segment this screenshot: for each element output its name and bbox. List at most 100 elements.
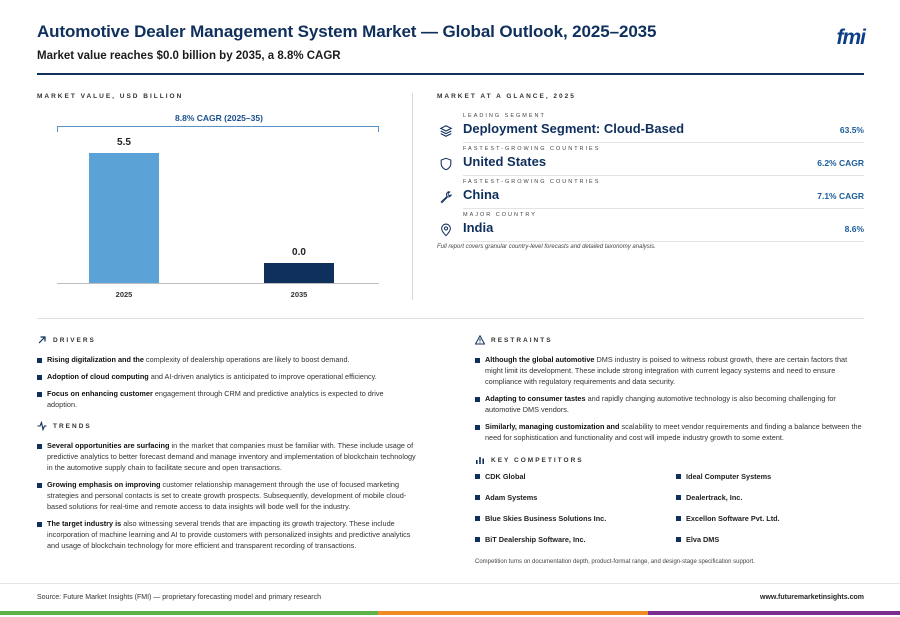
glance-metric: 7.1% CAGR — [817, 191, 864, 201]
restraints-section: RESTRAINTS Although the global automotiv… — [475, 334, 865, 449]
report-header: Automotive Dealer Management System Mark… — [37, 22, 866, 62]
footer-color-bar — [0, 611, 900, 615]
bar-chart-icon — [476, 457, 484, 464]
list-item: Focus on enhancing customer engagement t… — [37, 388, 407, 410]
competitors-header: KEY COMPETITORS — [475, 454, 865, 466]
footer-bar-orange — [378, 611, 648, 615]
page-subtitle: Market value reaches $0.0 billion by 203… — [37, 50, 341, 62]
cagr-bracket — [57, 126, 379, 132]
footer-divider — [0, 583, 900, 584]
map-pin-icon — [441, 223, 451, 237]
item-bold: Adoption of cloud computing — [47, 372, 149, 381]
item-bold: Several opportunities are surfacing — [47, 441, 170, 450]
item-text: and AI-driven analytics is anticipated t… — [148, 372, 377, 381]
glance-row-major-country: MAJOR COUNTRY India 8.6% — [437, 212, 864, 242]
competitor-item: CDK Global — [475, 472, 526, 481]
item-text: in the market that companies must be fam… — [47, 441, 416, 472]
list-item: Several opportunities are surfacing in t… — [37, 440, 422, 473]
glance-rule — [463, 208, 864, 209]
trends-list: Several opportunities are surfacing in t… — [37, 440, 422, 551]
bar-value-label: 0.0 — [292, 247, 306, 258]
bar-value-label: 5.5 — [117, 137, 131, 148]
bar-category-label: 2035 — [290, 290, 308, 299]
chart-baseline — [57, 283, 379, 284]
header-divider — [37, 73, 864, 75]
mid-divider — [37, 318, 864, 319]
section-divider — [412, 93, 413, 300]
competitor-item: Blue Skies Business Solutions Inc. — [475, 514, 606, 523]
wrench-icon — [440, 191, 452, 204]
shield-icon — [440, 157, 452, 171]
glance-note: Full report covers granular country-leve… — [437, 244, 656, 250]
footer-source: Source: Future Market Insights (FMI) — p… — [37, 594, 321, 601]
drivers-list: Rising digitalization and the complexity… — [37, 354, 407, 410]
restraints-label: RESTRAINTS — [491, 336, 553, 344]
list-item: Rising digitalization and the complexity… — [37, 354, 407, 365]
competitor-item: Elva DMS — [676, 535, 719, 544]
competitors-label: KEY COMPETITORS — [491, 456, 584, 464]
glance-row-leading-segment: LEADING SEGMENT Deployment Segment: Clou… — [437, 113, 864, 143]
market-value-chart-panel: MARKET VALUE, USD BILLION 8.8% CAGR (202… — [37, 93, 407, 303]
item-text: and rapidly changing automotive technolo… — [485, 394, 836, 414]
glance-metric: 63.5% — [839, 125, 864, 135]
restraints-list: Although the global automotive DMS indus… — [475, 354, 865, 443]
list-item: Similarly, managing customization and sc… — [475, 421, 865, 443]
competitor-item: Dealertrack, Inc. — [676, 493, 742, 502]
glance-rule — [463, 241, 864, 242]
market-at-a-glance: MARKET AT A GLANCE, 2025 LEADING SEGMENT… — [437, 93, 864, 303]
cagr-label: 8.8% CAGR (2025–35) — [175, 113, 263, 123]
glance-row-fastest-china: FASTEST-GROWING COUNTRIES China 7.1% CAG… — [437, 179, 864, 209]
list-item: Adoption of cloud computing and AI-drive… — [37, 371, 407, 382]
item-bold: Similarly, managing customization and — [485, 422, 620, 431]
drivers-header: DRIVERS — [37, 334, 407, 346]
competitor-item: Adam Systems — [475, 493, 537, 502]
page-title: Automotive Dealer Management System Mark… — [37, 22, 657, 41]
list-item: Although the global automotive DMS indus… — [475, 354, 865, 387]
competitor-item: BiT Dealership Software, Inc. — [475, 535, 586, 544]
glance-label: LEADING SEGMENT — [463, 113, 546, 119]
glance-value: China — [463, 187, 500, 202]
layers-icon — [439, 125, 453, 137]
activity-icon — [37, 421, 47, 431]
competitors-note: Competition turns on documentation depth… — [475, 559, 755, 565]
item-bold: The target industry is — [47, 519, 122, 528]
trends-label: TRENDS — [53, 422, 92, 430]
bar-category-label: 2025 — [115, 290, 133, 299]
glance-rule — [463, 175, 864, 176]
item-text: complexity of dealership operations are … — [143, 355, 350, 364]
item-text: DMS industry is poised to witness robust… — [485, 355, 848, 386]
item-text: scalability to meet vendor requirements … — [485, 422, 862, 442]
item-bold: Growing emphasis on improving — [47, 480, 161, 489]
restraints-header: RESTRAINTS — [475, 334, 865, 346]
trends-header: TRENDS — [37, 420, 422, 432]
glance-metric: 8.6% — [844, 224, 864, 234]
trends-section: TRENDS Several opportunities are surfaci… — [37, 420, 422, 557]
competitors-section: KEY COMPETITORS — [475, 454, 865, 466]
footer-url-link[interactable]: www.futuremarketinsights.com — [760, 594, 864, 601]
chart-section-label: MARKET VALUE, USD BILLION — [37, 93, 184, 100]
footer-bar-green — [0, 611, 378, 615]
fmi-logo: fmi — [836, 26, 866, 49]
glance-label: FASTEST-GROWING COUNTRIES — [463, 179, 601, 185]
glance-rule — [463, 142, 864, 143]
item-bold: Rising digitalization and the — [47, 355, 144, 364]
bar-2025 — [89, 153, 159, 283]
item-bold: Adapting to consumer tastes — [485, 394, 586, 403]
glance-row-fastest-us: FASTEST-GROWING COUNTRIES United States … — [437, 146, 864, 176]
arrow-up-right-icon — [38, 336, 46, 344]
competitor-item: Excellon Software Pvt. Ltd. — [676, 514, 780, 523]
item-bold: Although the global automotive — [485, 355, 595, 364]
glance-label: MAJOR COUNTRY — [463, 212, 537, 218]
glance-metric: 6.2% CAGR — [817, 158, 864, 168]
list-item: Adapting to consumer tastes and rapidly … — [475, 393, 865, 415]
footer-bar-purple — [648, 611, 900, 615]
item-text: customer relationship management through… — [47, 480, 407, 511]
warning-triangle-icon — [475, 335, 485, 345]
list-item: Growing emphasis on improving customer r… — [37, 479, 422, 512]
glance-section-label: MARKET AT A GLANCE, 2025 — [437, 93, 576, 100]
item-bold: Focus on enhancing customer — [47, 389, 153, 398]
drivers-section: DRIVERS Rising digitalization and the co… — [37, 334, 407, 416]
item-text: engagement through CRM and predictive an… — [47, 389, 384, 409]
list-item: The target industry is also witnessing s… — [37, 518, 422, 551]
glance-value: United States — [463, 154, 547, 169]
